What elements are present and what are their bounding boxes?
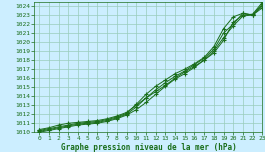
X-axis label: Graphe pression niveau de la mer (hPa): Graphe pression niveau de la mer (hPa): [60, 143, 236, 152]
